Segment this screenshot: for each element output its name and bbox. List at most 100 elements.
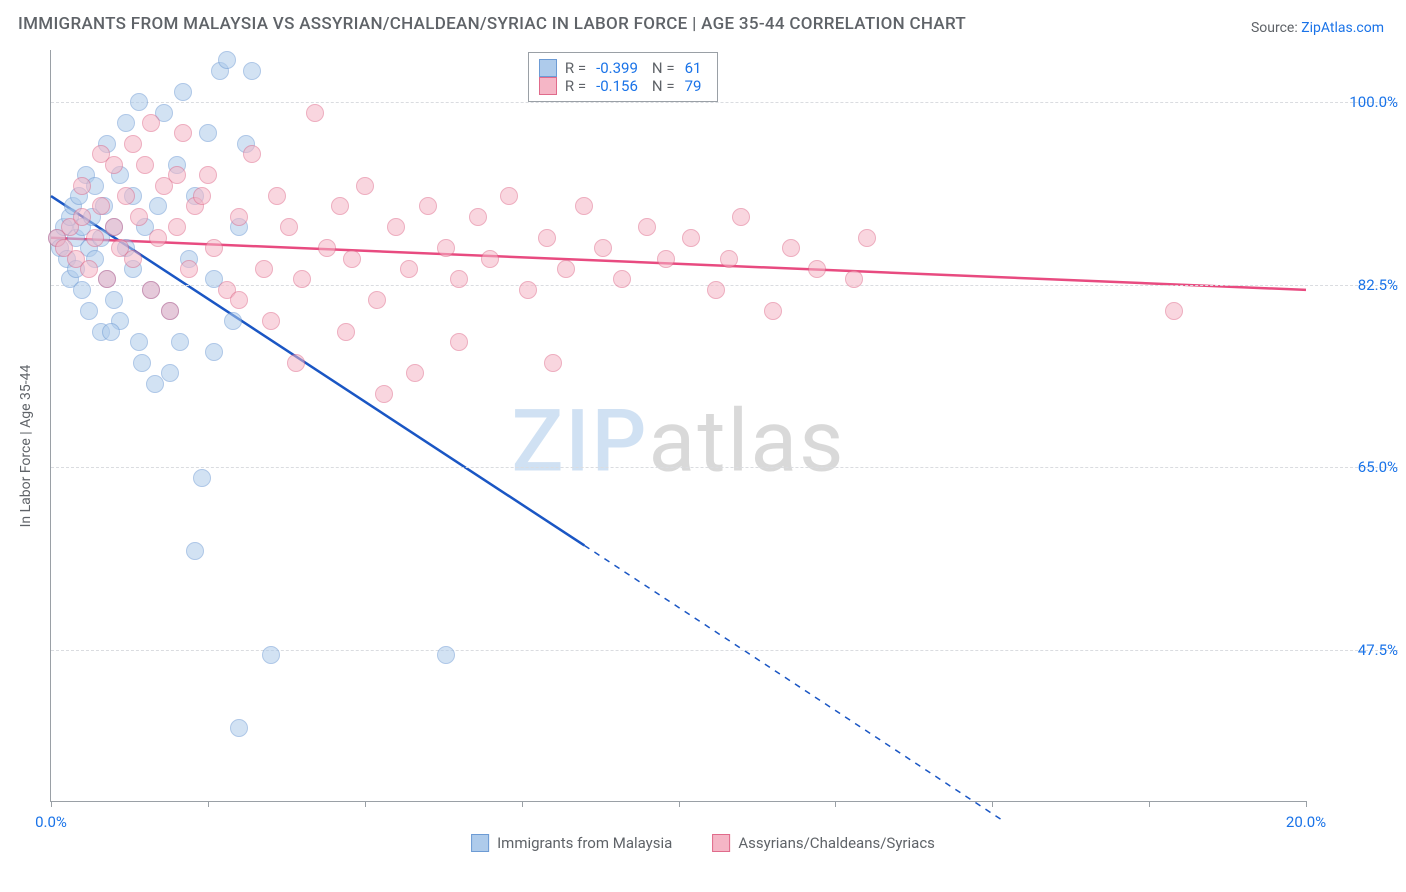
data-point <box>199 166 217 184</box>
x-tick <box>1149 801 1150 807</box>
data-point <box>519 281 537 299</box>
y-tick-label: 47.5% <box>1312 641 1398 659</box>
data-point <box>171 333 189 351</box>
data-point <box>450 333 468 351</box>
data-point <box>845 270 863 288</box>
data-point <box>544 354 562 372</box>
legend-r-label: R = <box>565 77 586 95</box>
data-point <box>161 364 179 382</box>
data-point <box>133 354 151 372</box>
data-point <box>1165 302 1183 320</box>
legend-label: Immigrants from Malaysia <box>497 834 672 852</box>
data-point <box>105 291 123 309</box>
legend-r-value: -0.399 <box>596 59 638 77</box>
data-point <box>174 83 192 101</box>
data-point <box>136 156 154 174</box>
data-point <box>218 51 236 69</box>
legend-swatch <box>712 834 730 852</box>
gridline <box>51 467 1398 468</box>
data-point <box>500 187 518 205</box>
x-tick <box>365 801 366 807</box>
data-point <box>230 719 248 737</box>
data-point <box>73 208 91 226</box>
data-point <box>657 250 675 268</box>
data-point <box>124 135 142 153</box>
legend-row: R = -0.156 N = 79 <box>539 77 708 95</box>
data-point <box>858 229 876 247</box>
data-point <box>262 646 280 664</box>
x-tick-label: 0.0% <box>35 813 67 831</box>
data-point <box>174 124 192 142</box>
x-tick <box>992 801 993 807</box>
plot-area: ZIPatlas R =-0.399N =61R =-0.156N =79 47… <box>50 50 1306 802</box>
data-point <box>102 323 120 341</box>
data-point <box>720 250 738 268</box>
data-point <box>337 323 355 341</box>
y-tick-label: 65.0% <box>1312 458 1398 476</box>
data-point <box>142 114 160 132</box>
data-point <box>469 208 487 226</box>
data-point <box>808 260 826 278</box>
x-tick <box>51 801 52 807</box>
data-point <box>230 208 248 226</box>
data-point <box>331 197 349 215</box>
legend-swatch <box>539 59 557 77</box>
data-point <box>613 270 631 288</box>
data-point <box>437 239 455 257</box>
x-tick-label: 20.0% <box>1286 813 1326 831</box>
series-legend: Immigrants from MalaysiaAssyrians/Chalde… <box>471 834 935 852</box>
watermark-zip: ZIP <box>511 390 648 491</box>
data-point <box>243 145 261 163</box>
chart-title: IMMIGRANTS FROM MALAYSIA VS ASSYRIAN/CHA… <box>18 14 966 34</box>
data-point <box>142 281 160 299</box>
data-point <box>186 542 204 560</box>
x-tick <box>835 801 836 807</box>
source-attribution: Source: ZipAtlas.com <box>1251 20 1384 36</box>
watermark-atlas: atlas <box>649 390 846 491</box>
trend-line-extrapolated <box>584 545 1004 821</box>
legend-r-value: -0.156 <box>596 77 638 95</box>
data-point <box>293 270 311 288</box>
data-point <box>73 281 91 299</box>
data-point <box>557 260 575 278</box>
data-point <box>243 62 261 80</box>
data-point <box>387 218 405 236</box>
y-tick-label: 82.5% <box>1312 276 1398 294</box>
data-point <box>262 312 280 330</box>
legend-swatch <box>539 77 557 95</box>
data-point <box>450 270 468 288</box>
data-point <box>268 187 286 205</box>
data-point <box>538 229 556 247</box>
gridline <box>51 102 1398 103</box>
data-point <box>732 208 750 226</box>
x-tick <box>208 801 209 807</box>
y-axis-title: In Labor Force | Age 35-44 <box>18 365 34 528</box>
data-point <box>375 385 393 403</box>
legend-n-label: N = <box>652 77 675 95</box>
data-point <box>86 229 104 247</box>
data-point <box>481 250 499 268</box>
data-point <box>149 229 167 247</box>
data-point <box>168 166 186 184</box>
legend-r-label: R = <box>565 59 586 77</box>
x-tick <box>522 801 523 807</box>
legend-n-value: 79 <box>685 77 702 95</box>
legend-item: Immigrants from Malaysia <box>471 834 672 852</box>
data-point <box>638 218 656 236</box>
data-point <box>105 218 123 236</box>
legend-swatch <box>471 834 489 852</box>
data-point <box>80 302 98 320</box>
data-point <box>73 177 91 195</box>
data-point <box>682 229 700 247</box>
data-point <box>287 354 305 372</box>
data-point <box>280 218 298 236</box>
legend-n-value: 61 <box>685 59 702 77</box>
data-point <box>199 124 217 142</box>
data-point <box>437 646 455 664</box>
data-point <box>707 281 725 299</box>
source-link[interactable]: ZipAtlas.com <box>1301 20 1384 36</box>
correlation-legend: R = -0.399 N = 61R = -0.156 N = 79 <box>528 52 719 102</box>
data-point <box>782 239 800 257</box>
data-point <box>406 364 424 382</box>
legend-row: R =-0.399N =61 <box>539 59 708 77</box>
